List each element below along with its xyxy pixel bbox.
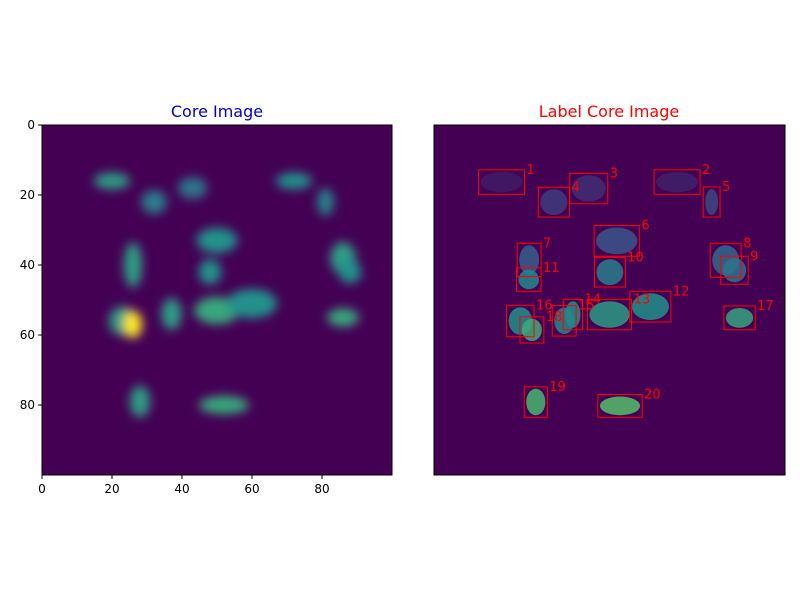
region-6-fill (596, 227, 638, 255)
region-11-fill (518, 269, 540, 290)
core-image-x-ticks: 0 20 40 60 80 (38, 475, 330, 496)
y-tick-label: 80 (20, 398, 35, 412)
region-11-label: 11 (543, 261, 560, 276)
region-1-box (478, 169, 526, 195)
region-5-fill (705, 188, 719, 216)
region-3-fill (571, 175, 606, 202)
region-19-label: 19 (549, 380, 566, 395)
region-6-label: 6 (641, 218, 649, 233)
region-16-label: 16 (536, 298, 553, 313)
region-13-fill (589, 301, 630, 328)
core-blob-3 (177, 177, 208, 199)
region-12-fill (631, 293, 669, 321)
core-image-title: Core Image (171, 102, 263, 121)
region-8-box (709, 242, 742, 278)
core-blob-11 (161, 298, 182, 330)
region-20-label: 20 (644, 388, 661, 403)
region-5-label: 5 (722, 180, 730, 195)
core-blob-10 (338, 260, 362, 284)
core-blob-15 (123, 310, 143, 339)
region-10-fill (596, 259, 624, 286)
region-17-label: 17 (757, 299, 774, 314)
region-2-box (653, 169, 701, 195)
region-1-label: 1 (527, 163, 535, 178)
label-core-image-panel: Label Core Image 1 234 567 8910111213141516… (433, 102, 786, 476)
core-blob-16 (327, 308, 359, 327)
x-tick-label: 20 (104, 482, 119, 496)
region-6-box (593, 224, 640, 257)
core-image-panel: Core Image 0 20 40 60 80 0 20 40 60 80 (20, 102, 393, 496)
region-18-label: 18 (546, 310, 563, 325)
region-10-label: 10 (627, 250, 644, 265)
x-tick-label: 40 (174, 482, 189, 496)
region-11-box (515, 267, 542, 292)
region-17-fill (725, 307, 754, 328)
region-10-box (593, 256, 626, 288)
region-9-fill (722, 258, 747, 283)
label-core-image-frame (433, 124, 786, 476)
region-2-fill (656, 171, 699, 193)
region-3-label: 3 (610, 166, 618, 181)
core-blob-18 (198, 395, 250, 415)
x-tick-label: 60 (244, 482, 259, 496)
core-blob-13 (226, 288, 278, 319)
region-4-box (537, 186, 570, 218)
core-blob-8 (198, 259, 222, 285)
core-blob-2 (141, 190, 167, 214)
region-15-label: 15 (578, 299, 595, 314)
core-blob-17 (129, 385, 151, 418)
region-4-fill (540, 189, 568, 216)
region-19-fill (526, 388, 546, 416)
y-tick-label: 60 (20, 328, 35, 342)
core-blob-4 (275, 172, 313, 190)
region-18-box (519, 316, 545, 344)
x-tick-label: 0 (38, 482, 46, 496)
core-image-blobs (93, 172, 362, 418)
region-2-label: 2 (702, 163, 710, 178)
region-14-box (562, 298, 583, 331)
region-15-fill (554, 307, 575, 335)
region-17-box (723, 305, 756, 331)
core-blob-5 (317, 188, 334, 216)
y-tick-label: 40 (20, 258, 35, 272)
region-7-fill (519, 245, 540, 275)
region-9-box (720, 255, 749, 285)
region-14-label: 14 (584, 292, 601, 307)
region-7-box (516, 242, 542, 278)
core-blob-1 (93, 172, 131, 190)
x-tick-label: 80 (314, 482, 329, 496)
region-19-box (523, 386, 548, 418)
y-tick-label: 20 (20, 188, 35, 202)
region-12-box (629, 290, 672, 323)
region-15-box (551, 305, 577, 337)
core-blob-7 (123, 242, 143, 288)
label-core-image-title: Label Core Image (539, 102, 679, 121)
region-13-box (586, 298, 633, 331)
core-blob-6 (196, 227, 238, 254)
region-8-label: 8 (743, 236, 751, 251)
region-18-fill (521, 318, 542, 342)
region-9-label: 9 (750, 249, 758, 264)
region-12-label: 12 (673, 284, 690, 299)
region-7-label: 7 (543, 236, 551, 251)
core-image-frame (41, 124, 393, 476)
region-13-label: 13 (634, 292, 651, 307)
region-20-fill (599, 396, 641, 416)
y-tick-label: 0 (27, 118, 35, 132)
region-20-box (597, 394, 643, 418)
core-image-y-ticks: 0 20 40 60 80 (20, 118, 42, 412)
region-1-fill (480, 171, 523, 193)
region-5-box (702, 186, 721, 218)
region-4-label: 4 (571, 180, 579, 195)
